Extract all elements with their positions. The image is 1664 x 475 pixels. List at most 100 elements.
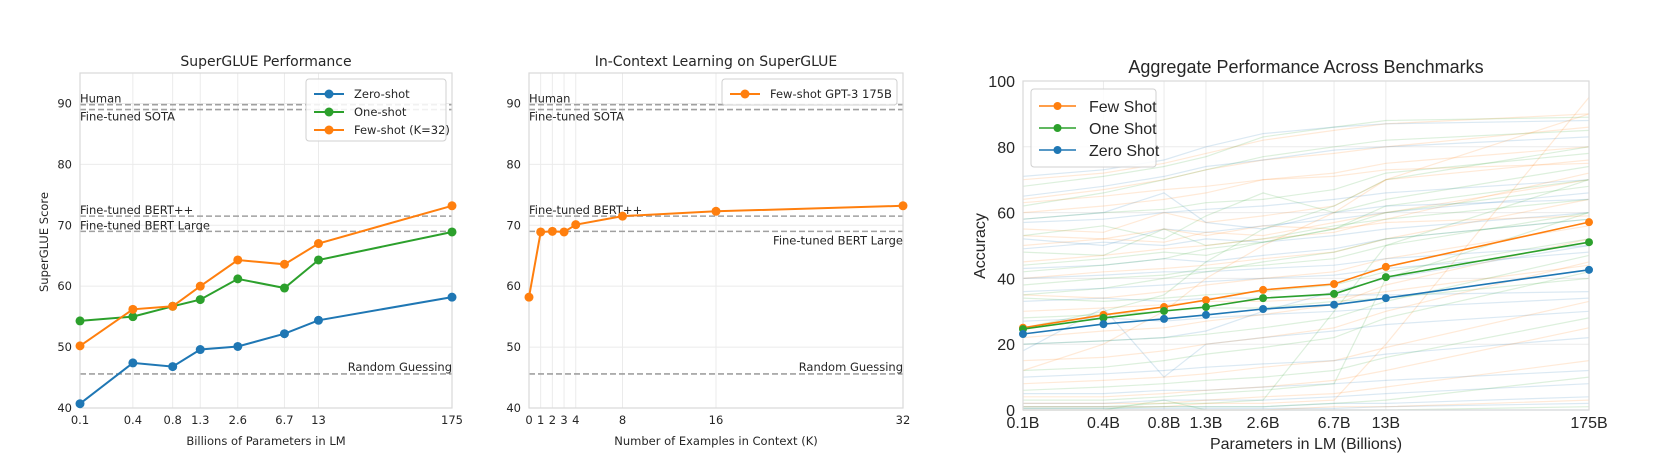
benchmark-trace-one bbox=[1022, 271, 1590, 372]
y-axis-label: Accuracy bbox=[972, 213, 989, 279]
data-point bbox=[1330, 289, 1339, 298]
x-tick-label: 1.3 bbox=[191, 413, 209, 427]
data-point bbox=[279, 283, 289, 293]
benchmark-trace-one bbox=[1022, 218, 1590, 296]
y-tick-label: 90 bbox=[57, 96, 72, 110]
y-tick-label: 20 bbox=[997, 337, 1015, 354]
y-tick-label: 70 bbox=[57, 218, 72, 232]
reference-line-label: Fine-tuned SOTA bbox=[80, 110, 175, 124]
benchmark-trace-few bbox=[1022, 300, 1590, 385]
chart-aggregate-performance: Aggregate Performance Across Benchmarks … bbox=[972, 57, 1608, 453]
legend-swatch-marker bbox=[1053, 102, 1062, 110]
data-point bbox=[1381, 294, 1390, 303]
reference-line-label: Fine-tuned BERT Large bbox=[80, 218, 210, 232]
legend-label: Few-shot (K=32) bbox=[354, 123, 450, 137]
data-point bbox=[168, 301, 178, 311]
benchmark-trace-one bbox=[1022, 116, 1590, 187]
benchmark-trace-zero bbox=[1022, 192, 1590, 247]
per-benchmark-traces bbox=[1022, 97, 1590, 411]
x-tick-label: 0.8B bbox=[1148, 415, 1181, 432]
legend-swatch-marker bbox=[324, 89, 334, 99]
legend-swatch-marker bbox=[1053, 146, 1062, 154]
reference-line-label: Random Guessing bbox=[799, 360, 903, 374]
x-tick-label: 0.1 bbox=[71, 413, 89, 427]
benchmark-trace-zero bbox=[1022, 244, 1590, 279]
x-tick-label: 16 bbox=[709, 413, 724, 427]
y-tick-label: 70 bbox=[506, 218, 521, 232]
x-tick-label: 6.7 bbox=[275, 413, 293, 427]
benchmark-trace-one bbox=[1022, 146, 1590, 329]
data-point bbox=[313, 255, 323, 265]
legend-label: One-shot bbox=[354, 105, 407, 119]
data-point bbox=[1585, 218, 1593, 227]
data-point bbox=[75, 399, 85, 409]
y-axis-label: SuperGLUE Score bbox=[37, 192, 51, 292]
reference-line-label: Random Guessing bbox=[348, 360, 452, 374]
data-point bbox=[75, 341, 85, 351]
y-tick-label: 0 bbox=[1006, 403, 1015, 420]
data-point bbox=[1099, 320, 1108, 329]
benchmark-trace-few bbox=[1022, 126, 1590, 200]
data-point bbox=[1201, 303, 1210, 312]
x-tick-label: 13 bbox=[311, 413, 326, 427]
benchmark-trace-few bbox=[1022, 215, 1590, 240]
chart-title: SuperGLUE Performance bbox=[180, 54, 351, 70]
benchmark-trace-one bbox=[1022, 198, 1590, 257]
legend-label: One Shot bbox=[1089, 121, 1157, 138]
data-point bbox=[75, 316, 85, 326]
benchmark-trace-few bbox=[1023, 360, 1590, 404]
benchmark-trace-zero bbox=[1022, 192, 1590, 230]
legend-swatch-marker bbox=[324, 125, 334, 135]
benchmark-trace-few bbox=[1022, 172, 1590, 263]
benchmark-trace-few bbox=[1022, 146, 1590, 214]
data-point bbox=[279, 259, 289, 269]
data-point bbox=[1585, 265, 1593, 274]
benchmark-trace-zero bbox=[1023, 402, 1590, 409]
x-tick-label: 8 bbox=[619, 413, 626, 427]
benchmark-trace-one bbox=[1022, 317, 1590, 391]
data-point bbox=[195, 295, 205, 305]
data-point bbox=[313, 315, 323, 325]
y-tick-label: 50 bbox=[506, 340, 521, 354]
x-tick-label: 3 bbox=[560, 413, 567, 427]
series-line bbox=[79, 204, 453, 347]
data-point bbox=[1585, 238, 1593, 247]
data-point bbox=[898, 201, 908, 211]
benchmark-trace-zero bbox=[1022, 291, 1590, 303]
benchmark-trace-few bbox=[1022, 113, 1590, 372]
benchmark-trace-few bbox=[1022, 225, 1590, 299]
data-point bbox=[1201, 310, 1210, 319]
series-few-shot-k-32- bbox=[75, 201, 457, 351]
x-tick-label: 2.6 bbox=[229, 413, 247, 427]
benchmark-trace-few bbox=[1022, 261, 1590, 362]
data-point bbox=[195, 345, 205, 355]
legend-label: Few Shot bbox=[1089, 99, 1157, 116]
data-point bbox=[571, 220, 581, 230]
legend-box bbox=[721, 78, 898, 106]
benchmark-trace-few bbox=[1022, 179, 1590, 247]
data-point bbox=[1259, 304, 1268, 313]
chart-title: In-Context Learning on SuperGLUE bbox=[595, 54, 838, 70]
x-tick-label: 13B bbox=[1372, 415, 1400, 432]
chart-title: Aggregate Performance Across Benchmarks bbox=[1128, 57, 1483, 77]
benchmark-trace-one bbox=[1022, 165, 1590, 240]
data-point bbox=[1201, 296, 1210, 305]
x-tick-label: 0 bbox=[525, 413, 532, 427]
legend-swatch-marker bbox=[324, 107, 334, 117]
data-point bbox=[1160, 314, 1169, 323]
data-point bbox=[1099, 313, 1108, 322]
benchmark-trace-one bbox=[1022, 179, 1590, 266]
data-point bbox=[279, 329, 289, 339]
x-tick-label: 4 bbox=[572, 413, 579, 427]
series-zero-shot bbox=[1019, 265, 1593, 339]
y-tick-label: 80 bbox=[57, 157, 72, 171]
data-point bbox=[128, 304, 138, 314]
legend: Zero-shot One-shot Few-shot (K=32) bbox=[305, 78, 450, 142]
data-point bbox=[168, 362, 178, 372]
data-point bbox=[447, 227, 457, 237]
reference-line-label: Fine-tuned BERT Large bbox=[773, 233, 903, 247]
plot-frame bbox=[79, 72, 453, 409]
data-point bbox=[128, 358, 138, 368]
reference-line-label: Fine-tuned BERT++ bbox=[529, 203, 642, 217]
